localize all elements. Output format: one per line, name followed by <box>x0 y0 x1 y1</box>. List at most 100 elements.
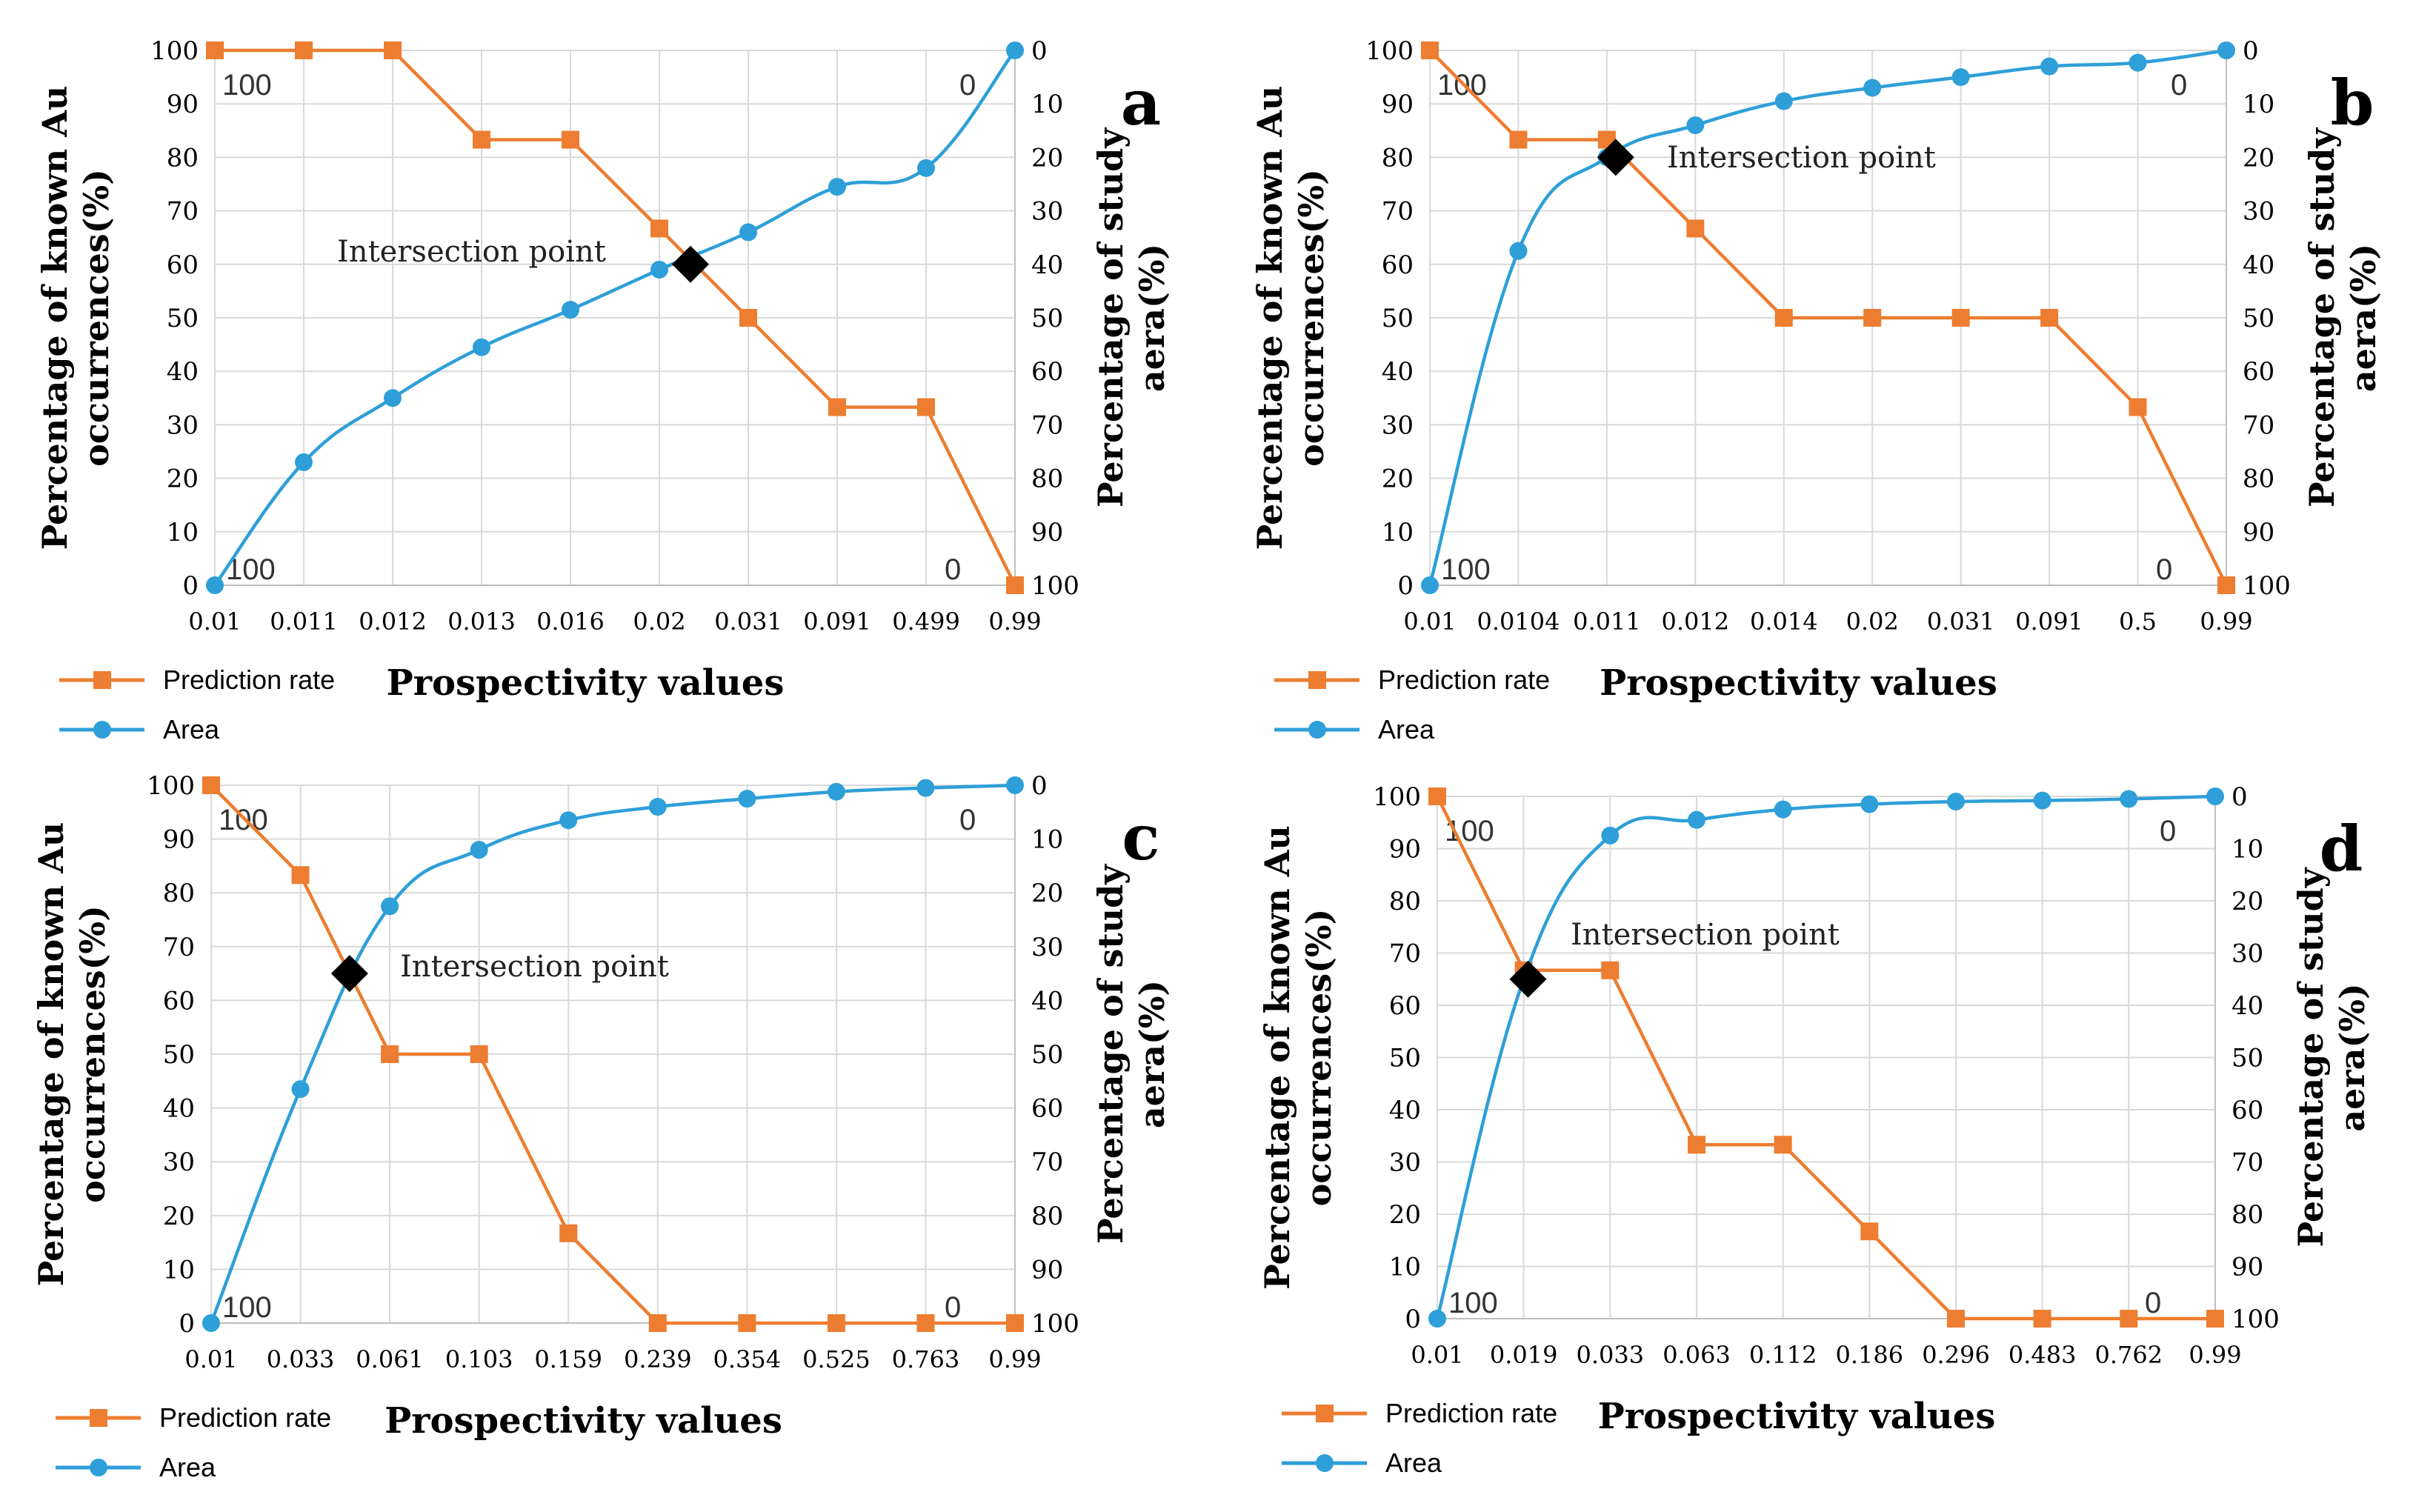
y-tick-label: 10 <box>163 1255 195 1285</box>
panel-letter: d <box>2320 812 2363 885</box>
y2-tick-label: 70 <box>2243 410 2274 440</box>
annotation-right-top: 0 <box>2160 815 2176 847</box>
x-tick-label: 0.02 <box>1846 607 1899 636</box>
data-point-prediction-rate <box>1421 41 1439 59</box>
x-tick-label: 0.103 <box>445 1345 513 1373</box>
x-tick-label: 0.159 <box>534 1345 602 1373</box>
y-tick-label: 60 <box>167 250 199 280</box>
y-tick-label: 30 <box>1382 410 1414 440</box>
x-tick-label: 0.031 <box>1927 607 1995 636</box>
y-tick-label: 10 <box>1389 1253 1421 1282</box>
data-point-area <box>648 798 667 816</box>
chart-panel-a: 0102030405060708090100100908070605040302… <box>35 36 1172 745</box>
y-tick-label: 40 <box>163 1094 195 1124</box>
annotation-right-top: 0 <box>959 804 976 836</box>
legend-label-prediction-rate: Prediction rate <box>1385 1398 1557 1428</box>
data-point-prediction-rate <box>1428 787 1446 805</box>
data-point-prediction-rate <box>2120 1310 2138 1328</box>
data-point-area <box>202 1314 220 1332</box>
annotation-right-bottom: 0 <box>945 553 961 586</box>
y2-tick-label: 20 <box>1031 879 1063 908</box>
data-point-area <box>650 261 668 279</box>
y-tick-label: 90 <box>1382 90 1414 119</box>
data-point-area <box>1774 800 1792 819</box>
x-tick-label: 0.01 <box>1411 1341 1463 1369</box>
intersection-marker <box>1597 139 1634 176</box>
x-tick-label: 0.239 <box>624 1345 692 1373</box>
data-point-area <box>828 178 846 196</box>
y-tick-label: 0 <box>1397 571 1414 601</box>
x-tick-label: 0.354 <box>713 1345 782 1373</box>
y-tick-label: 20 <box>167 464 199 494</box>
legend-marker-prediction-rate <box>1316 1405 1334 1422</box>
x-tick-label: 0.99 <box>988 607 1041 636</box>
data-point-area <box>559 811 578 830</box>
y2-tick-label: 80 <box>1031 1202 1063 1231</box>
intersection-label: Intersection point <box>1571 918 1840 952</box>
y-tick-label: 30 <box>163 1148 195 1177</box>
y-tick-label: 60 <box>1389 991 1421 1021</box>
series-line-prediction-rate <box>215 48 1017 587</box>
y-axis-title: Percentage of known Au occurrences(%) <box>1257 825 1339 1290</box>
data-point-area <box>1860 795 1879 813</box>
y-tick-label: 40 <box>167 357 199 387</box>
y-tick-label: 80 <box>1389 887 1421 916</box>
data-point-area <box>2129 53 2147 72</box>
data-point-area <box>1006 776 1024 794</box>
legend-label-area: Area <box>159 1452 216 1482</box>
legend-label-area: Area <box>1378 714 1435 745</box>
panel-letter: a <box>1121 66 1161 139</box>
panel-letter: c <box>1122 801 1159 874</box>
annotation-left-bottom: 100 <box>1441 553 1491 586</box>
legend-label-prediction-rate: Prediction rate <box>159 1402 331 1433</box>
data-point-area <box>1601 826 1620 845</box>
intersection-label: Intersection point <box>400 950 669 984</box>
data-point-area <box>206 576 224 594</box>
x-tick-label: 0.763 <box>892 1345 960 1373</box>
y2-tick-label: 80 <box>1031 464 1063 494</box>
y-tick-label: 90 <box>1389 835 1421 865</box>
data-point-area <box>470 841 488 859</box>
data-point-prediction-rate <box>559 1224 578 1242</box>
y-tick-label: 60 <box>163 986 195 1016</box>
x-tick-label: 0.011 <box>270 607 338 636</box>
y2-tick-label: 90 <box>1031 1255 1063 1285</box>
y2-axis-title: Percentage of study aera(%) <box>1091 127 1172 507</box>
y2-tick-label: 100 <box>1031 571 1079 601</box>
legend-marker-prediction-rate <box>93 671 111 689</box>
y2-tick-label: 10 <box>2243 90 2274 119</box>
y-axis-title: Percentage of known Au occurrences(%) <box>31 822 113 1287</box>
y-tick-label: 50 <box>1389 1044 1421 1073</box>
y2-tick-label: 0 <box>2231 782 2248 812</box>
data-point-area <box>2120 790 2138 808</box>
y2-tick-label: 50 <box>1031 304 1063 333</box>
annotation-left-bottom: 100 <box>1448 1287 1498 1319</box>
data-point-area <box>2217 41 2235 59</box>
data-point-area <box>1509 242 1528 260</box>
data-point-area <box>738 790 756 808</box>
data-point-area <box>827 782 845 801</box>
y-tick-label: 60 <box>1382 250 1414 280</box>
data-point-prediction-rate <box>917 398 935 416</box>
y2-axis-title: Percentage of study aera(%) <box>2302 127 2383 507</box>
y2-tick-label: 60 <box>2243 357 2274 387</box>
x-tick-label: 0.016 <box>536 607 605 636</box>
data-point-area <box>562 301 579 319</box>
y2-tick-label: 60 <box>2231 1096 2263 1125</box>
y2-tick-label: 70 <box>1031 1148 1063 1177</box>
data-point-area <box>1686 116 1705 135</box>
data-point-area <box>1774 92 1793 110</box>
x-tick-label: 0.063 <box>1663 1341 1731 1369</box>
y2-tick-label: 30 <box>1031 197 1063 227</box>
data-point-area <box>739 223 757 242</box>
data-point-prediction-rate <box>1860 1222 1879 1241</box>
x-tick-label: 0.483 <box>2008 1341 2077 1369</box>
y-axis-title: Percentage of known Au occurrences(%) <box>1250 86 1331 550</box>
y2-axis-title-line: aera(%) <box>1132 244 1172 392</box>
y2-tick-label: 40 <box>2231 991 2263 1021</box>
y-tick-label: 30 <box>167 410 199 440</box>
x-tick-label: 0.091 <box>2015 607 2083 636</box>
data-point-prediction-rate <box>562 130 579 149</box>
y2-tick-label: 40 <box>2243 250 2274 280</box>
data-point-prediction-rate <box>1951 309 1970 327</box>
